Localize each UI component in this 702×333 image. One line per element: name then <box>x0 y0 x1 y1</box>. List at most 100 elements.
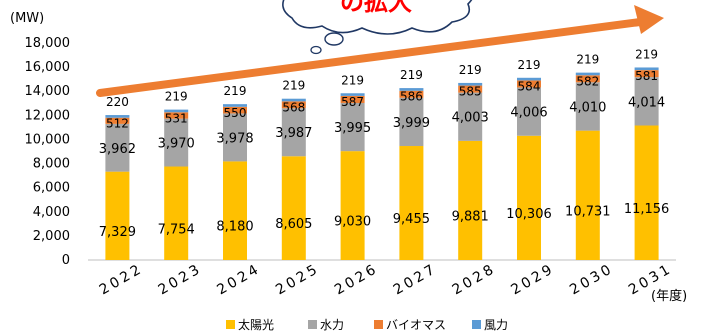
data-label-wind: 219 <box>400 68 423 82</box>
bar-segment <box>105 115 130 118</box>
bar-segment <box>105 117 130 124</box>
bar-segment <box>281 98 306 102</box>
bar-segment <box>105 171 130 260</box>
bar-segment <box>164 118 189 167</box>
bar-segment <box>105 123 130 172</box>
callout-cloud-shape <box>282 0 473 35</box>
y-tick-label: 16,000 <box>25 60 71 75</box>
y-tick-label: 12,000 <box>25 108 71 123</box>
bar-segment <box>164 166 189 260</box>
y-tick-label: 2,000 <box>33 229 70 244</box>
data-label-hydro: 3,987 <box>275 126 312 141</box>
bar-segment <box>223 161 247 260</box>
bar-segment <box>517 80 541 88</box>
bar-segment <box>164 112 189 119</box>
data-label-wind: 219 <box>635 47 658 61</box>
y-tick-label: 6,000 <box>33 181 70 196</box>
bar-segment <box>458 92 483 141</box>
x-tick-label: 2028 <box>450 261 499 299</box>
x-tick-label: 2030 <box>567 261 616 299</box>
data-label-solar: 7,329 <box>99 225 136 240</box>
legend-label: 風力 <box>484 318 508 332</box>
bar-segment <box>399 88 424 91</box>
y-unit-label: (MW) <box>10 11 44 26</box>
growth-arrow-shaft <box>96 18 644 97</box>
bar-segment <box>399 90 424 98</box>
data-label-biomass: 568 <box>282 100 305 114</box>
bar-segment <box>458 140 483 260</box>
data-label-hydro: 4,014 <box>628 95 665 110</box>
bar-segment <box>458 82 483 86</box>
x-tick-label: 2023 <box>156 261 205 299</box>
data-label-solar: 9,881 <box>452 209 489 224</box>
legend-swatch <box>308 320 317 329</box>
y-axis: 0 2,000 4,000 6,000 8,000 10,000 12,000 14,000 1… <box>25 36 676 268</box>
data-label-solar: 10,731 <box>565 204 611 219</box>
data-label-hydro: 4,010 <box>569 100 606 115</box>
legend-label: バイオマス <box>386 318 446 332</box>
y-tick-label: 14,000 <box>25 84 71 99</box>
bar-segment <box>575 75 600 83</box>
growth-arrow <box>96 5 664 97</box>
bar-segment <box>223 106 247 114</box>
bar-segment <box>164 109 189 113</box>
bar-segment <box>340 102 365 152</box>
x-axis: 2022 2023 2024 2025 2026 2027 2028 2029 2030 2031 <box>97 261 675 299</box>
data-label-solar: 7,754 <box>158 222 195 237</box>
data-label-solar: 8,180 <box>216 220 253 235</box>
data-label-wind: 219 <box>224 84 247 98</box>
callout-bubble-large <box>324 32 344 46</box>
data-label-wind: 219 <box>282 79 305 93</box>
callout-text: の拡大 <box>340 0 412 16</box>
bar-segment <box>399 146 424 260</box>
bar-segment <box>634 125 659 260</box>
data-label-biomass: 584 <box>518 79 541 93</box>
data-label-biomass: 581 <box>635 69 658 83</box>
data-label-hydro: 3,999 <box>393 116 430 131</box>
data-label-solar: 10,306 <box>506 207 552 222</box>
bar-segment <box>575 82 600 131</box>
bar-segment <box>575 130 600 260</box>
data-label-wind: 219 <box>518 58 541 72</box>
data-label-solar: 8,605 <box>275 217 312 232</box>
data-label-wind: 219 <box>576 53 599 67</box>
bar-segment <box>634 67 659 71</box>
bar-segment <box>340 151 365 260</box>
bar-segment <box>517 135 541 260</box>
y-tick-label: 4,000 <box>33 205 70 220</box>
x-tick-label: 2029 <box>508 261 557 299</box>
data-label-hydro: 4,003 <box>452 111 489 126</box>
y-tick-label: 18,000 <box>25 36 71 51</box>
data-label-hydro: 3,962 <box>99 142 136 157</box>
data-label-hydro: 3,995 <box>334 121 371 136</box>
bar-segment <box>399 97 424 147</box>
data-label-biomass: 531 <box>165 111 188 125</box>
x-tick-label: 2022 <box>97 261 146 299</box>
data-label-wind: 219 <box>459 63 482 77</box>
bar-segment <box>223 104 247 107</box>
bar-segment <box>575 72 600 76</box>
x-unit-label: (年度) <box>651 288 687 304</box>
data-label-biomass: 585 <box>459 85 482 99</box>
bar-segment <box>281 156 306 260</box>
bar-segment <box>634 70 659 78</box>
x-tick-label: 2024 <box>214 261 263 299</box>
data-labels: 7,329 3,962 512 220 7,754 3,970 531 219 8,180 3,9… <box>99 47 670 239</box>
data-label-wind: 219 <box>165 90 188 104</box>
legend-swatch <box>472 320 481 329</box>
bar-segment <box>634 77 659 126</box>
y-tick-label: 0 <box>62 253 70 268</box>
data-label-biomass: 587 <box>341 95 364 109</box>
y-tick-label: 10,000 <box>25 132 71 147</box>
legend-label: 太陽光 <box>238 317 274 332</box>
bar-segment <box>517 77 541 81</box>
bar-segment <box>340 93 365 96</box>
data-label-solar: 11,156 <box>624 202 670 217</box>
legend-swatch <box>374 320 383 329</box>
data-label-solar: 9,455 <box>393 212 430 227</box>
bar-segment <box>458 85 483 93</box>
growth-arrow-head <box>634 5 664 34</box>
data-label-hydro: 4,006 <box>510 106 547 121</box>
bar-segment <box>340 95 365 103</box>
